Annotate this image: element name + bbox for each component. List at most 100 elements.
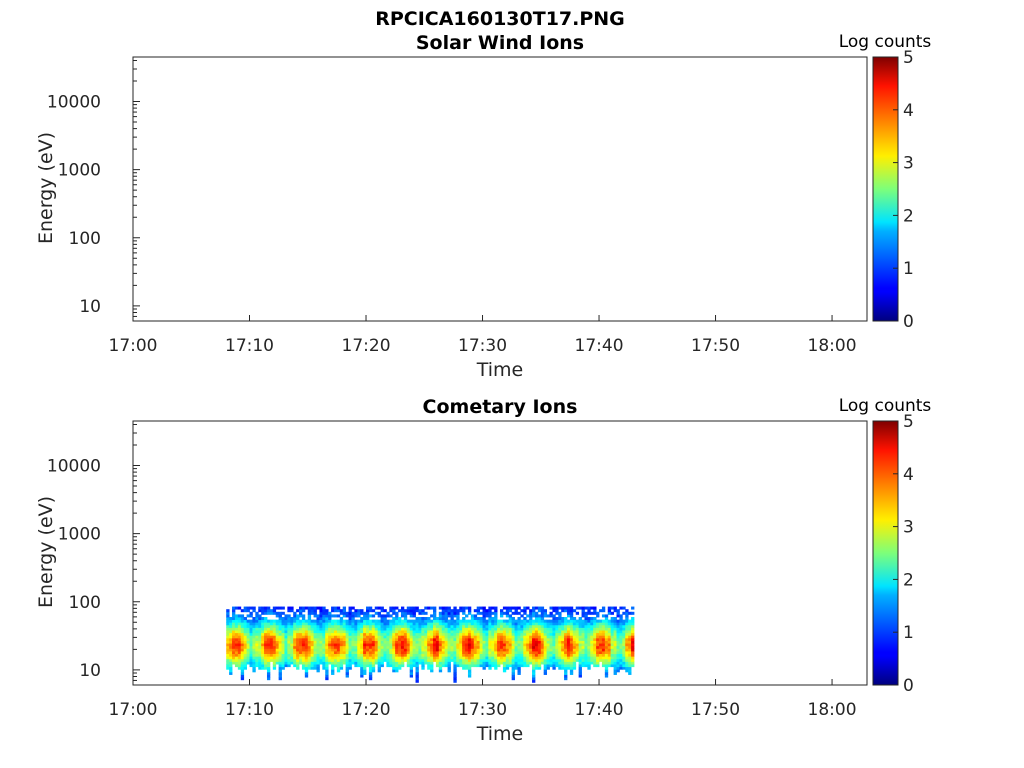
heatmap-cell: [447, 651, 451, 655]
heatmap-cell: [581, 656, 585, 660]
heatmap-cell: [526, 624, 530, 628]
heatmap-cell: [453, 645, 457, 649]
heatmap-cell: [418, 637, 422, 641]
heatmap-cell: [322, 653, 326, 657]
heatmap-cell: [272, 630, 277, 634]
heatmap-cell: [339, 609, 344, 613]
heatmap-cell: [569, 637, 574, 641]
heatmap-cell: [363, 666, 367, 670]
heatmap-cell: [319, 651, 323, 655]
heatmap-cell: [278, 624, 282, 628]
heatmap-cell: [226, 635, 230, 639]
heatmap-cell: [450, 656, 454, 660]
heatmap-cell: [389, 658, 393, 662]
heatmap-cell: [336, 664, 341, 668]
heatmap-cell: [601, 619, 606, 623]
heatmap-cell: [258, 630, 262, 634]
heatmap-cell: [447, 609, 451, 613]
heatmap-cell: [310, 609, 314, 613]
heatmap-cell: [261, 609, 265, 613]
heatmap-cell: [325, 669, 329, 673]
heatmap-cell: [502, 606, 507, 610]
heatmap-cell: [403, 653, 408, 657]
heatmap-cell: [287, 656, 291, 660]
heatmap-cell: [502, 640, 507, 644]
heatmap-cell: [549, 656, 553, 660]
heatmap-cell: [520, 614, 524, 618]
heatmap-cell: [272, 666, 277, 670]
heatmap-cell: [628, 640, 632, 644]
heatmap-cell: [517, 624, 521, 628]
heatmap-cell: [278, 666, 282, 670]
heatmap-cell: [584, 611, 588, 615]
heatmap-cell: [258, 609, 262, 613]
heatmap-cell: [604, 666, 609, 670]
heatmap-cell: [485, 651, 489, 655]
heatmap-cell: [406, 632, 411, 636]
heatmap-cell: [604, 630, 609, 634]
heatmap-cell: [534, 640, 539, 644]
heatmap-cell: [569, 617, 574, 621]
heatmap-cell: [473, 617, 478, 621]
heatmap-cell: [453, 671, 457, 675]
heatmap-cell: [470, 645, 475, 649]
heatmap-cell: [354, 645, 358, 649]
heatmap-cell: [421, 640, 425, 644]
heatmap-cell: [470, 622, 475, 626]
heatmap-cell: [625, 617, 629, 621]
heatmap-cell: [593, 617, 597, 621]
heatmap-cell: [284, 627, 288, 631]
heatmap-cell: [371, 640, 376, 644]
heatmap-cell: [482, 632, 486, 636]
heatmap-cell: [616, 643, 620, 647]
heatmap-cell: [435, 627, 440, 631]
heatmap-cell: [328, 637, 332, 641]
heatmap-cell: [473, 640, 478, 644]
heatmap-cell: [435, 643, 440, 647]
heatmap-cell: [578, 645, 582, 649]
heatmap-cell: [514, 635, 518, 639]
heatmap-cell: [240, 624, 245, 628]
heatmap-cell: [427, 645, 431, 649]
heatmap-cell: [566, 624, 571, 628]
heatmap-cell: [371, 614, 376, 618]
heatmap-cell: [366, 640, 370, 644]
heatmap-cell: [564, 648, 568, 652]
heatmap-cell: [517, 640, 521, 644]
heatmap-cell: [558, 627, 562, 631]
heatmap-cell: [447, 661, 451, 665]
heatmap-cell: [628, 666, 632, 670]
heatmap-cell: [336, 632, 341, 636]
heatmap-cell: [543, 658, 547, 662]
heatmap-cell: [497, 635, 501, 639]
heatmap-cell: [479, 627, 483, 631]
heatmap-cell: [412, 643, 416, 647]
heatmap-cell: [502, 653, 507, 657]
heatmap-cell: [331, 658, 335, 662]
heatmap-cell: [540, 648, 545, 652]
heatmap-cell: [435, 645, 440, 649]
heatmap-cell: [523, 617, 527, 621]
heatmap-cell: [470, 630, 475, 634]
heatmap-cell: [360, 661, 364, 665]
heatmap-cell: [234, 651, 239, 655]
heatmap-cell: [564, 666, 568, 670]
heatmap-cell: [237, 614, 242, 618]
heatmap-cell: [476, 630, 481, 634]
heatmap-cell: [613, 651, 617, 655]
heatmap-cell: [354, 609, 358, 613]
heatmap-cell: [447, 664, 451, 668]
heatmap-cell: [532, 627, 536, 631]
y-tick-label: 10000: [47, 457, 101, 477]
heatmap-cell: [345, 643, 349, 647]
heatmap-cell: [325, 617, 329, 621]
heatmap-cell: [281, 664, 285, 668]
heatmap-cell: [240, 651, 245, 655]
heatmap-cell: [558, 622, 562, 626]
heatmap-cell: [430, 632, 434, 636]
heatmap-cell: [333, 640, 338, 644]
heatmap-cell: [505, 635, 510, 639]
heatmap-cell: [237, 656, 242, 660]
heatmap-cell: [424, 658, 428, 662]
